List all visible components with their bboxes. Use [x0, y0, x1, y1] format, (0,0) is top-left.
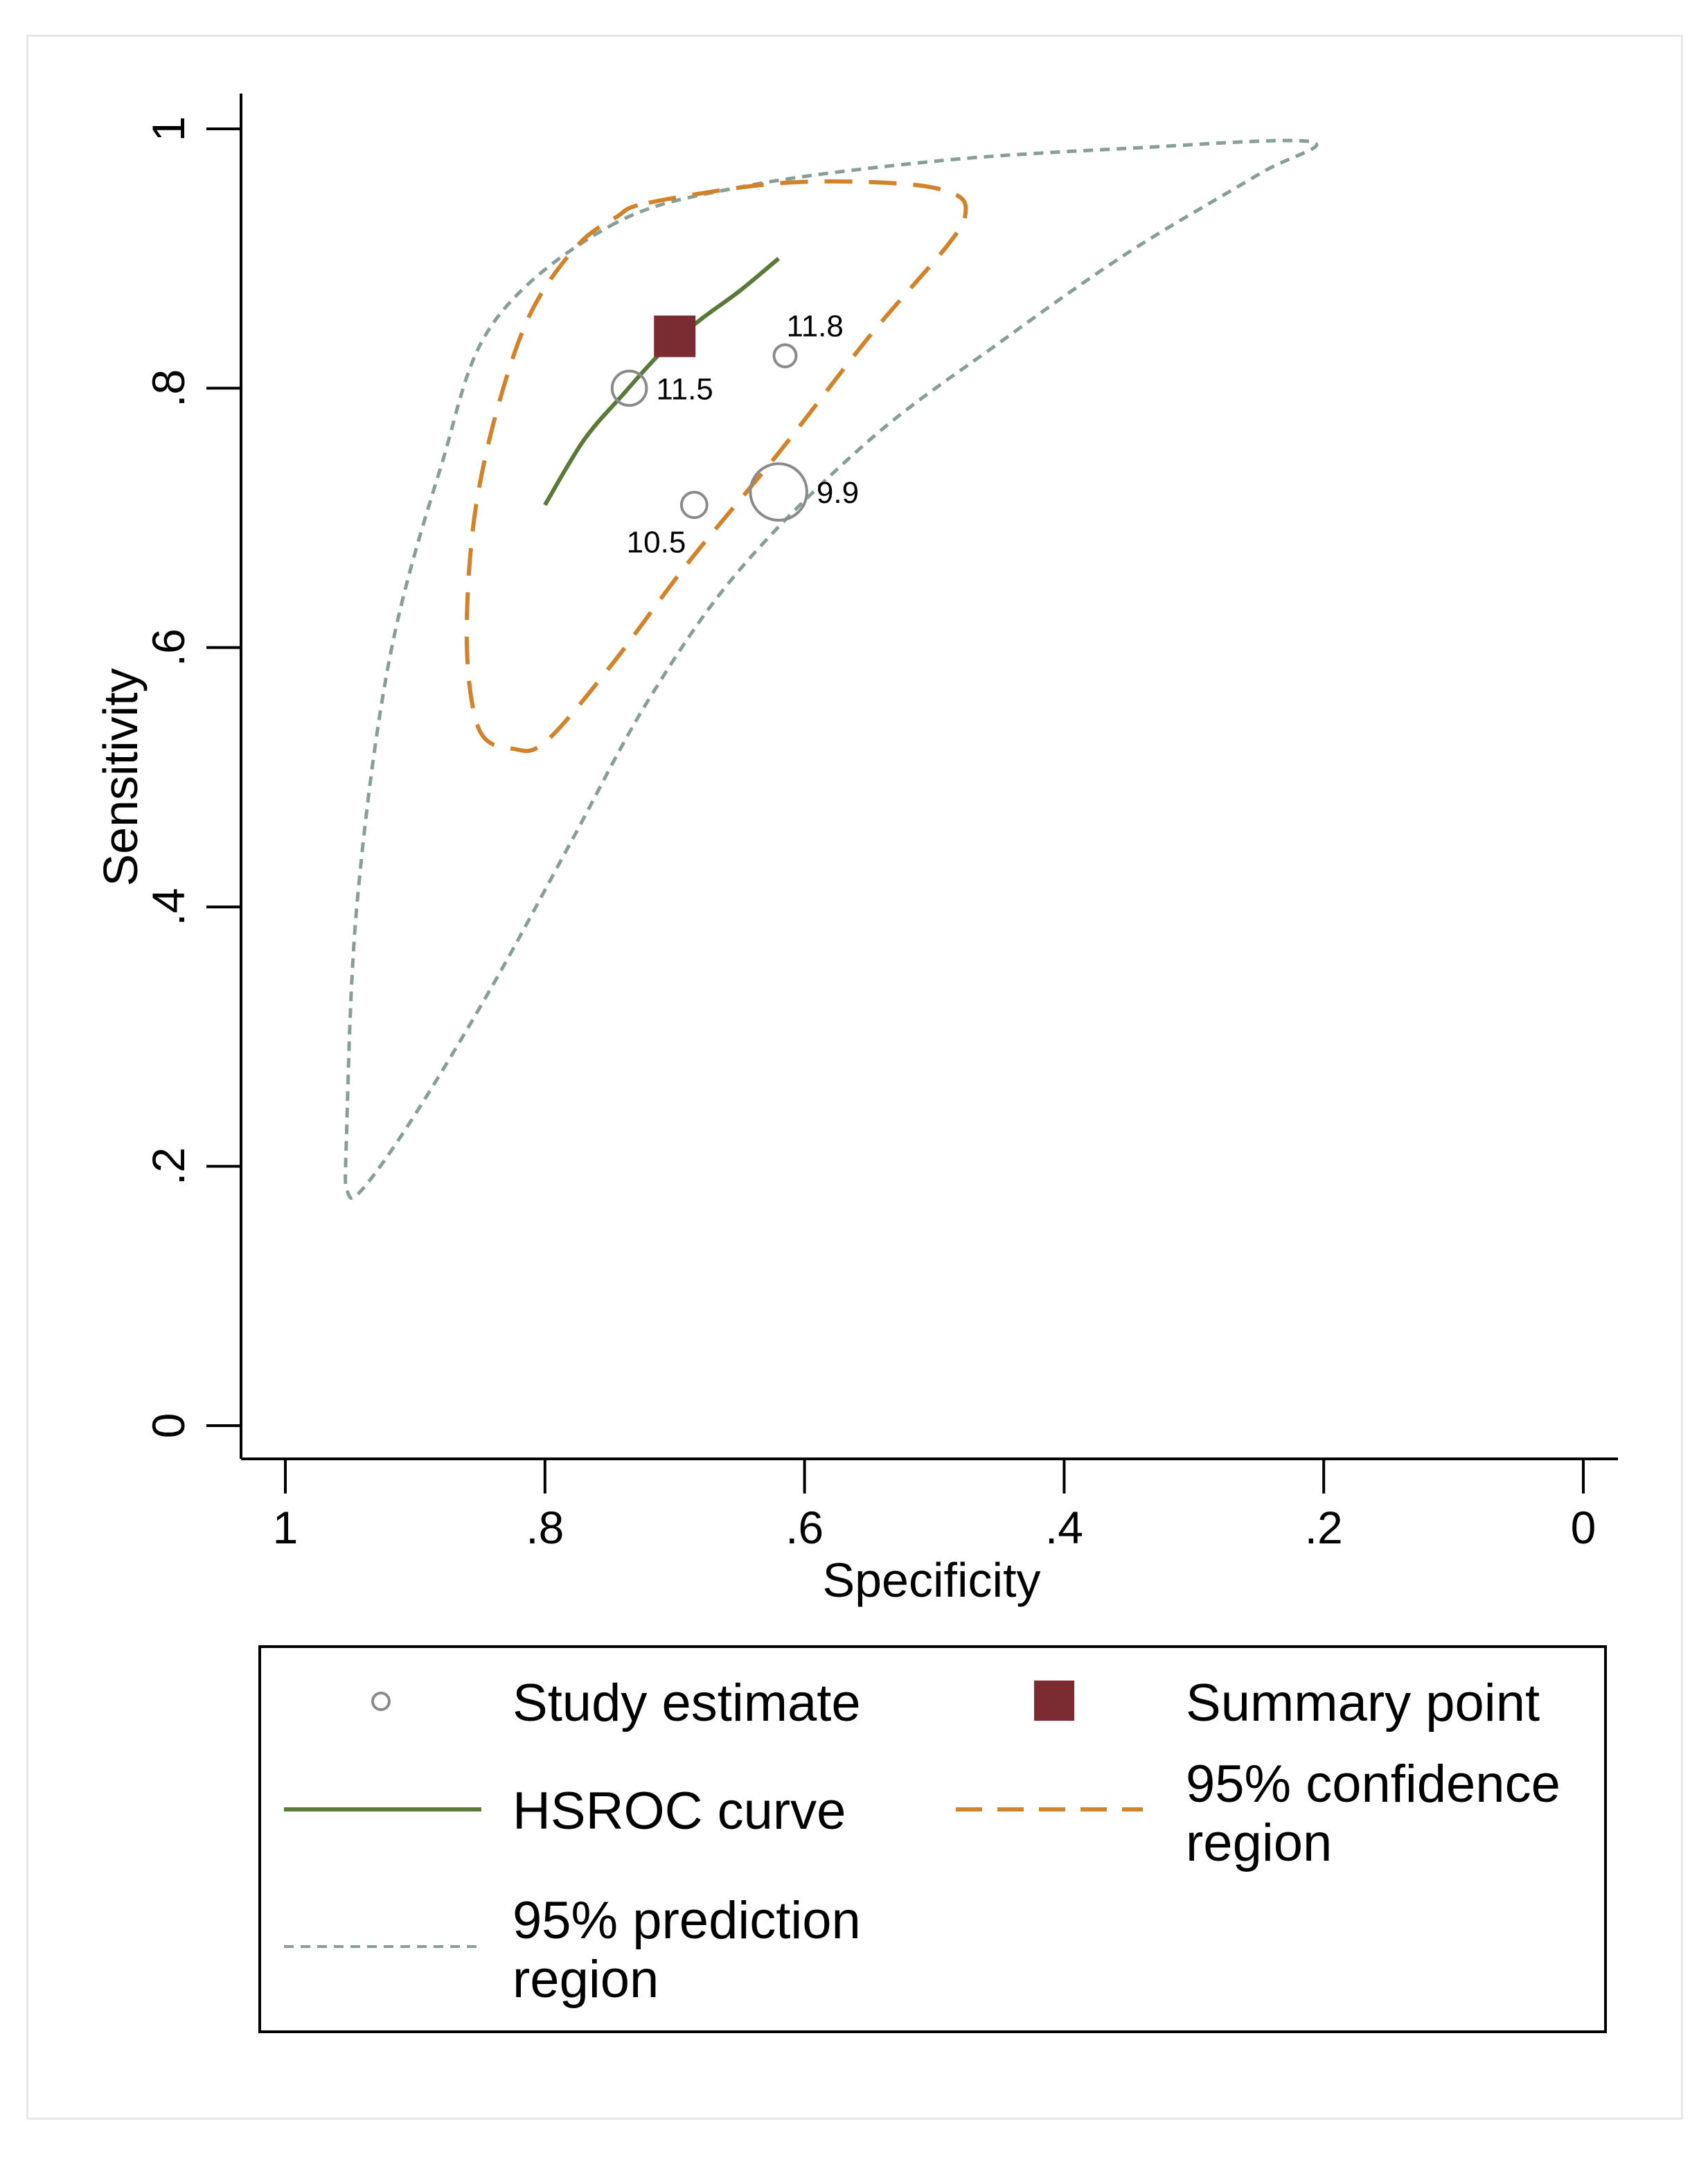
study-weight-label: 11.8	[786, 310, 843, 344]
axes: 0.2.4.6.811.8.6.4.2 0	[143, 94, 1618, 1553]
summary-point-marker	[654, 315, 696, 357]
legend-label-hsroc-curve: HSROC curve	[513, 1782, 846, 1841]
x-tick-label: .2	[1305, 1502, 1343, 1553]
study-estimate-marker	[610, 369, 648, 407]
legend-label-confidence-region: 95% confidence	[1186, 1755, 1560, 1814]
y-tick-label: .4	[143, 888, 194, 926]
study-weight-label: 10.5	[627, 525, 686, 559]
study-weight-label: 9.9	[817, 476, 859, 510]
y-tick-label: .8	[143, 369, 194, 407]
y-tick-label: .6	[143, 628, 194, 666]
y-tick-label: 0	[143, 1413, 194, 1439]
y-tick-label: .2	[143, 1147, 194, 1185]
study-estimate-marker	[679, 490, 709, 520]
x-axis-title: Specificity	[822, 1553, 1040, 1607]
legend-label-summary-point: Summary point	[1186, 1674, 1540, 1733]
x-tick-label: 1	[273, 1502, 299, 1553]
x-tick-label: 0	[1571, 1502, 1596, 1553]
prediction-region-outline	[344, 139, 1319, 1200]
legend-label-prediction-region-line2: region	[513, 1950, 659, 2009]
y-tick-label: 1	[143, 116, 194, 142]
plot-area: 11.5 11.8 10.5 9.9	[344, 139, 1319, 1200]
confidence-region-outline	[464, 179, 968, 754]
x-tick-label: .8	[526, 1502, 564, 1553]
study-weight-label: 11.5	[656, 372, 713, 406]
legend-key-study-estimate	[371, 1692, 391, 1711]
legend-box	[258, 1645, 1607, 2033]
figure-frame	[26, 35, 1683, 2120]
legend-label-study-estimate: Study estimate	[513, 1674, 861, 1733]
legend-key-summary-point	[1034, 1681, 1074, 1721]
legend-label-confidence-region-line2: region	[1186, 1814, 1332, 1872]
legend: Study estimate Summary point HSROC curve…	[258, 1645, 1607, 2033]
legend-label-prediction-region: 95% prediction	[513, 1891, 861, 1950]
study-estimate-marker	[772, 343, 798, 369]
x-tick-label: .6	[785, 1502, 824, 1553]
x-tick-label: .4	[1045, 1502, 1083, 1553]
y-axis-title: Sensitivity	[94, 668, 148, 886]
study-estimate-marker	[749, 462, 808, 522]
